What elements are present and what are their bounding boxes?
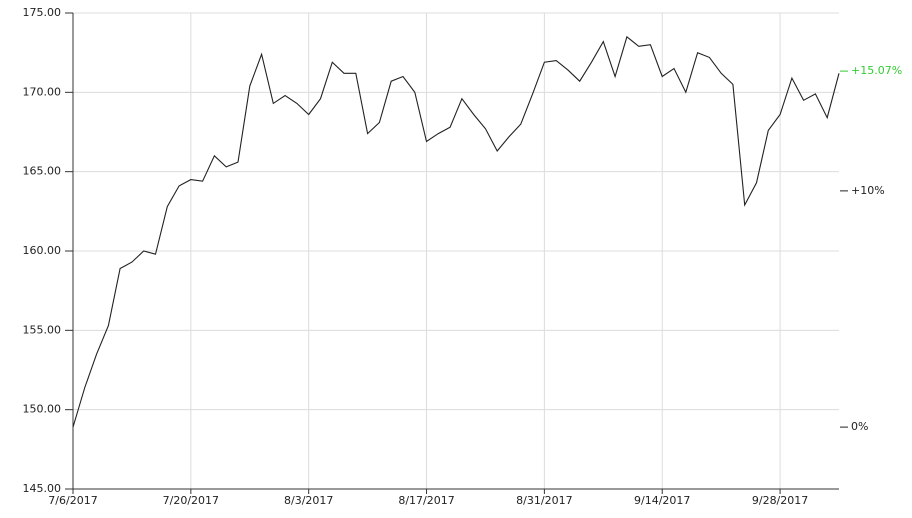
- x-tick-label: 8/31/2017: [516, 494, 572, 507]
- x-tick-label: 9/14/2017: [634, 494, 690, 507]
- x-tick-label: 8/3/2017: [284, 494, 333, 507]
- y2-tick-label: +15.07%: [851, 64, 902, 77]
- y-tick-label: 170.00: [23, 85, 62, 98]
- y-tick-label: 155.00: [23, 323, 62, 336]
- x-tick-label: 8/17/2017: [398, 494, 454, 507]
- y-tick-label: 175.00: [23, 6, 62, 19]
- x-tick-label: 9/28/2017: [752, 494, 808, 507]
- y2-tick-label: 0%: [851, 420, 868, 433]
- price-line: [72, 35, 840, 428]
- y-tick-label: 160.00: [23, 244, 62, 257]
- x-tick-label: 7/6/2017: [48, 494, 97, 507]
- y-tick-label: 145.00: [23, 482, 62, 495]
- y-tick-label: 165.00: [23, 165, 62, 178]
- y2-tick-label: +10%: [851, 184, 885, 197]
- x-tick-label: 7/20/2017: [163, 494, 219, 507]
- y-tick-label: 150.00: [23, 403, 62, 416]
